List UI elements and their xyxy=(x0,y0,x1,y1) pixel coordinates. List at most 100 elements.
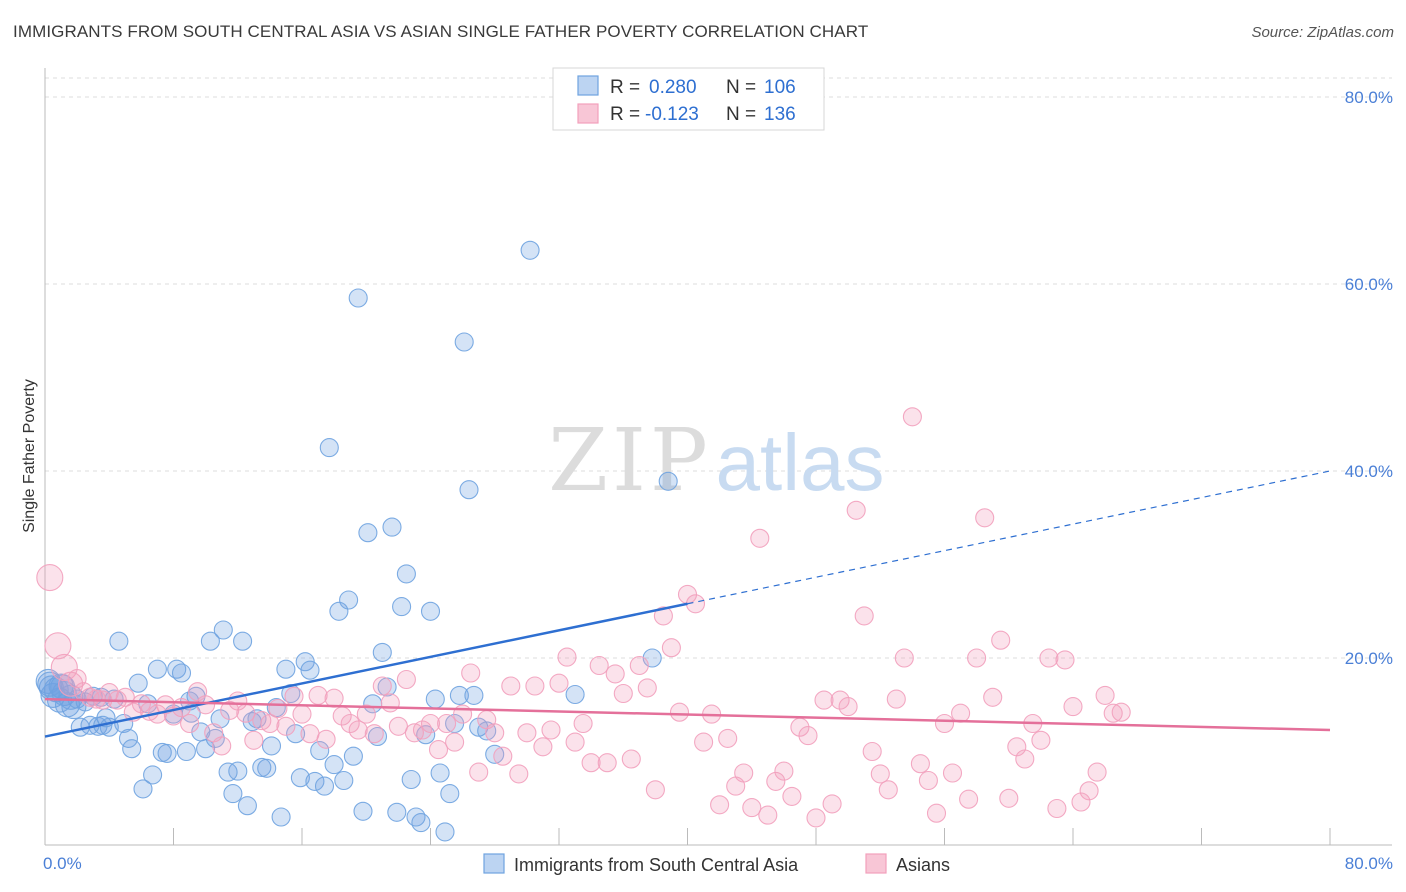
legend-r-label-1: R = xyxy=(610,77,640,98)
asians-point xyxy=(750,528,770,548)
x-tick-label: 0.0% xyxy=(43,854,82,873)
asians-point xyxy=(629,655,649,676)
watermark-atlas: atlas xyxy=(716,418,885,507)
y-tick-label: 20.0% xyxy=(1345,649,1393,668)
immigrants-point xyxy=(228,761,248,781)
asians-point xyxy=(1111,702,1131,722)
immigrants-point xyxy=(319,438,339,458)
immigrants-point xyxy=(122,739,142,759)
asians-point xyxy=(268,698,288,719)
immigrants-point xyxy=(343,746,363,766)
asians-point xyxy=(437,713,457,734)
asians-point xyxy=(244,730,264,750)
asians-point xyxy=(308,685,328,705)
immigrants-point xyxy=(565,684,585,705)
axes xyxy=(44,68,1392,846)
immigrants-point xyxy=(176,741,196,762)
asians-point xyxy=(597,753,617,773)
asians-point xyxy=(1087,762,1107,782)
immigrants-point xyxy=(200,631,220,651)
immigrants-point xyxy=(213,620,233,640)
immigrants-point xyxy=(430,763,450,783)
asians-point xyxy=(983,687,1003,707)
asians-point xyxy=(50,653,78,681)
immigrants-point xyxy=(425,689,445,709)
immigrants-point xyxy=(334,770,354,791)
asians-point xyxy=(276,716,296,736)
legend-n-value-1: 106 xyxy=(764,77,796,98)
asians-point xyxy=(420,713,441,734)
asians-point xyxy=(766,771,786,791)
asians-point xyxy=(501,676,521,696)
bottom-legend-label-immigrants: Immigrants from South Central Asia xyxy=(514,855,799,875)
asians-point xyxy=(533,737,553,757)
watermark-zip: ZIP xyxy=(548,411,712,511)
asians-point xyxy=(525,676,545,696)
grid-lines xyxy=(45,77,1392,659)
asians-point xyxy=(621,749,641,769)
immigrants-point xyxy=(348,288,368,308)
legend-swatch-asians xyxy=(577,103,599,124)
asians-point xyxy=(541,720,561,740)
asians-point xyxy=(212,736,232,756)
asians-point xyxy=(605,664,625,684)
immigrants-point xyxy=(382,517,402,537)
asians-point xyxy=(999,788,1019,808)
asians-point xyxy=(445,732,465,752)
immigrants-point xyxy=(305,771,325,791)
immigrants-point xyxy=(310,741,330,761)
immigrants-point xyxy=(261,736,282,756)
asians-point xyxy=(356,704,376,724)
asians-point xyxy=(637,678,657,698)
asians-point xyxy=(469,762,489,782)
y-tick-labels: 20.0% 40.0% 60.0% 80.0% xyxy=(1345,88,1393,668)
asians-point xyxy=(36,564,64,592)
immigrants-point xyxy=(353,801,373,821)
immigrants-point xyxy=(435,822,455,842)
immigrants-point xyxy=(658,471,678,491)
asians-point xyxy=(1039,648,1059,668)
legend-n-label-1: N = xyxy=(726,77,756,98)
asians-point xyxy=(967,648,987,668)
asians-point xyxy=(870,764,890,784)
immigrants-point xyxy=(392,597,412,617)
legend-n-label-2: N = xyxy=(726,104,756,125)
asians-point xyxy=(372,676,392,696)
asians-point xyxy=(380,693,400,713)
asians-point xyxy=(910,754,930,774)
y-tick-label: 80.0% xyxy=(1345,88,1393,107)
immigrants-point xyxy=(286,724,306,744)
bottom-legend-label-asians: Asians xyxy=(896,855,950,875)
immigrants-point xyxy=(477,721,497,741)
asians-point xyxy=(1015,749,1035,769)
immigrants-trend-line xyxy=(44,602,688,738)
asians-point xyxy=(918,770,938,791)
asians-point xyxy=(830,690,850,710)
legend-r-value-2: -0.123 xyxy=(645,104,699,125)
asians-point xyxy=(396,669,416,690)
bottom-legend: Immigrants from South Central Asia Asian… xyxy=(483,853,950,875)
asians-point xyxy=(902,407,922,427)
asians-point xyxy=(613,683,633,704)
asians-point xyxy=(774,761,794,781)
immigrants-point xyxy=(147,659,167,679)
asians-point xyxy=(926,803,947,823)
immigrants-point xyxy=(420,601,441,621)
asians-point xyxy=(284,686,304,706)
immigrants-point xyxy=(276,659,296,679)
asians-point xyxy=(1095,685,1115,705)
asians-point xyxy=(758,805,778,825)
asians-point xyxy=(694,732,714,752)
asians-point xyxy=(894,648,914,668)
asians-point xyxy=(44,632,72,660)
asians-point xyxy=(131,694,151,714)
immigrants-point xyxy=(485,744,505,764)
asians-point xyxy=(236,703,256,723)
immigrants-point xyxy=(411,813,431,833)
immigrants-point xyxy=(358,523,378,543)
asians-point xyxy=(1071,792,1091,812)
asians-point xyxy=(348,720,368,740)
immigrants-point xyxy=(118,728,139,748)
asians-point xyxy=(838,697,858,717)
